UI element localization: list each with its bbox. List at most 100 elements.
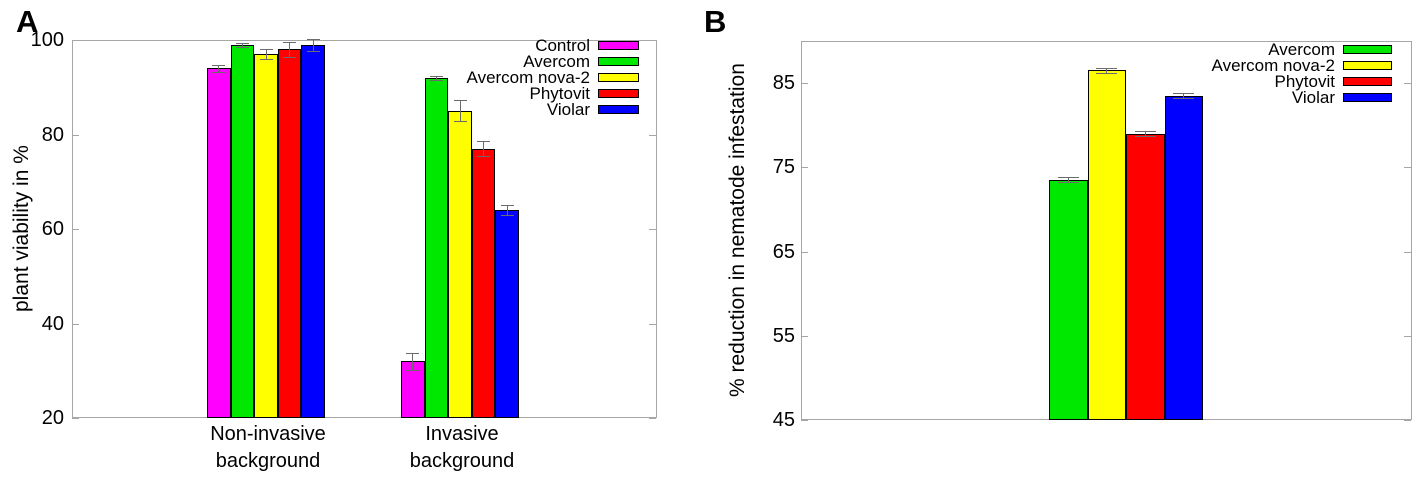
error-bar-cap <box>429 79 443 81</box>
legend-color-swatch <box>598 56 639 66</box>
x-group-label-line: background <box>215 450 321 472</box>
legend-color-swatch <box>1343 93 1392 103</box>
y-tick-mark <box>649 323 656 325</box>
x-group-label-line: Non-invasive <box>210 423 326 445</box>
legend-item: Violar <box>1040 88 1392 108</box>
error-bar-cap <box>235 46 249 48</box>
legend-label: Avercom nova-2 <box>466 67 590 87</box>
legend-item: Violar <box>340 100 639 120</box>
error-bar-cap <box>235 42 249 44</box>
y-tick-mark <box>72 418 79 419</box>
x-group-label: Non-invasive background <box>158 421 378 475</box>
bar-avercom <box>424 77 449 418</box>
legend-label: Avercom <box>523 51 590 71</box>
legend-label: Control <box>535 35 590 55</box>
y-tick-label: 85 <box>772 72 795 95</box>
legend-label: Violar <box>546 100 590 120</box>
bar-violar <box>301 44 325 418</box>
y-tick-mark <box>801 420 808 421</box>
bar-phytovit <box>471 148 496 418</box>
error-bar-line <box>435 75 437 80</box>
y-tick-mark <box>1404 83 1411 85</box>
error-bar-cap <box>283 41 297 43</box>
legend-item: Avercom <box>340 51 639 71</box>
y-tick-label: 100 <box>30 29 64 51</box>
error-bar-cap <box>453 121 467 123</box>
x-group-label-line: Invasive <box>425 423 499 445</box>
bar-phytovit <box>1126 133 1165 420</box>
error-bar-line <box>1106 67 1108 73</box>
bar-avercom-nova-2 <box>1087 70 1126 420</box>
bar-violar <box>495 210 519 418</box>
error-bar-line <box>265 49 267 59</box>
legend-label: Phytovit <box>1274 71 1335 91</box>
error-bar-cap <box>259 49 273 51</box>
legend-label: Avercom nova-2 <box>1211 55 1335 75</box>
error-bar-line <box>241 42 243 47</box>
y-tick-mark <box>649 229 656 230</box>
y-tick-mark <box>801 251 808 253</box>
error-bar-line <box>1144 131 1146 137</box>
y-tick-label: 55 <box>772 324 795 347</box>
error-bar-line <box>312 38 314 51</box>
bar-avercom-nova-2 <box>254 54 278 418</box>
y-tick-mark <box>801 83 808 85</box>
legend-label: Violar <box>1291 88 1335 108</box>
error-bar-cap <box>283 57 297 58</box>
legend-color-swatch <box>1343 60 1392 70</box>
y-tick-label: 75 <box>772 156 795 179</box>
error-bar-cap <box>1057 182 1079 184</box>
bar-violar <box>1164 95 1203 420</box>
error-bar-cap <box>1134 136 1156 138</box>
y-tick-mark <box>1404 335 1411 337</box>
error-bar-cap <box>1134 131 1156 133</box>
error-bar-cap <box>1173 93 1195 95</box>
bar-avercom-nova-2 <box>448 110 472 418</box>
error-bar-line <box>1183 93 1185 99</box>
y-tick-mark <box>72 323 79 325</box>
legend-color-swatch <box>598 105 639 115</box>
legend-item: Avercom <box>1040 41 1392 58</box>
y-tick-mark <box>801 167 808 169</box>
y-tick-label: 40 <box>41 312 64 335</box>
y-tick-mark <box>1404 420 1411 421</box>
legend-item: Phytovit <box>340 84 639 104</box>
y-tick-mark <box>649 40 656 41</box>
legend-item: Control <box>340 35 639 55</box>
error-bar-cap <box>406 369 420 371</box>
error-bar-cap <box>212 65 226 67</box>
legend-item: Avercom nova-2 <box>1040 55 1392 75</box>
y-tick-mark <box>649 134 656 136</box>
error-bar-cap <box>1057 177 1079 179</box>
panel-b-letter: B <box>704 4 727 39</box>
error-bar-cap <box>259 58 273 60</box>
legend-label: Phytovit <box>529 84 590 104</box>
y-tick-mark <box>1404 167 1411 169</box>
y-tick-label: 80 <box>41 123 64 146</box>
y-tick-mark <box>72 229 79 230</box>
error-bar-line <box>483 141 485 157</box>
y-tick-mark <box>801 335 808 337</box>
error-bar-cap <box>477 141 491 143</box>
error-bar-line <box>459 100 461 122</box>
error-bar-cap <box>500 205 514 207</box>
error-bar-cap <box>1096 67 1118 69</box>
error-bar-cap <box>453 100 467 102</box>
error-bar-line <box>289 41 291 57</box>
y-tick-mark <box>649 418 656 419</box>
x-group-label-line: background <box>409 450 515 472</box>
legend-color-swatch <box>598 72 639 82</box>
error-bar-cap <box>306 38 320 40</box>
legend-color-swatch <box>598 89 639 99</box>
y-tick-label: 20 <box>41 407 64 429</box>
y-tick-label: 60 <box>41 218 64 240</box>
bar-avercom <box>230 44 255 418</box>
bar-control <box>207 68 231 418</box>
error-bar-cap <box>212 71 226 73</box>
y-tick-label: 65 <box>772 240 795 263</box>
y-tick-mark <box>1404 251 1411 253</box>
error-bar-cap <box>306 50 320 52</box>
error-bar-line <box>506 205 508 215</box>
error-bar-cap <box>1096 73 1118 74</box>
